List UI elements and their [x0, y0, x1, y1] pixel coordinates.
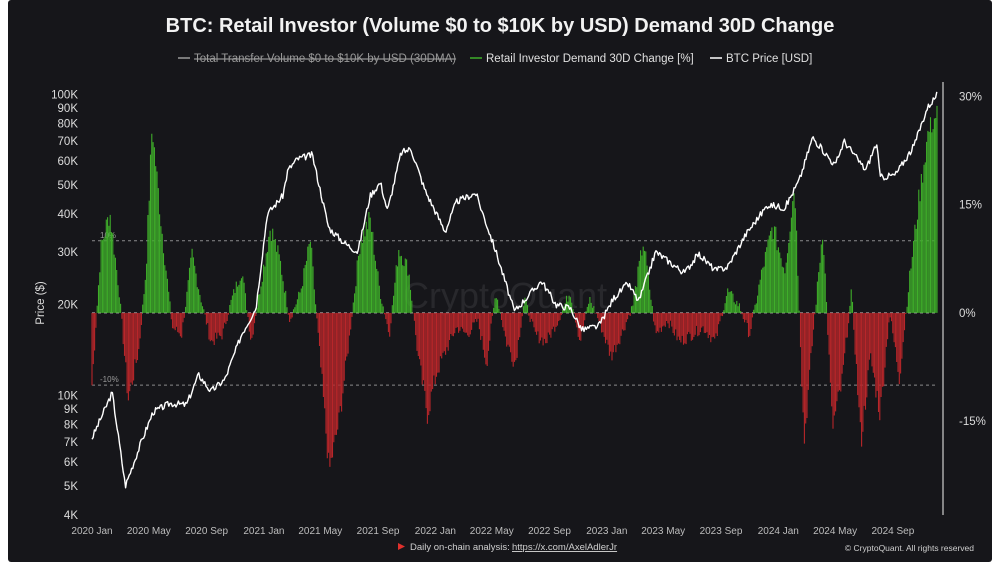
y-right-tick-label: 30% [959, 91, 982, 103]
x-tick-label: 2020 Jan [71, 526, 112, 537]
x-tick-label: 2024 May [813, 526, 857, 537]
x-tick-label: 2020 May [127, 526, 171, 537]
footer: Daily on-chain analysis: https://x.com/A… [398, 542, 974, 553]
y-right-tick-label: -15% [959, 416, 986, 428]
x-tick-label: 2022 Jan [415, 526, 456, 537]
y-left-tick-label: 40K [58, 209, 79, 221]
y-left-tick-label: 70K [58, 136, 79, 148]
y-left-tick-label: 90K [58, 103, 79, 115]
y-axis-left: 100K 90K 80K 70K 60K 50K 40K 30K 20K 10K 9K 8K 7K 6K 5… [51, 89, 78, 522]
chart-panel: CryptoQuant BTC: Retail Investor (Volume… [8, 0, 992, 562]
footer-note: Daily on-chain analysis: [410, 542, 510, 553]
footer-link[interactable]: https://x.com/AxelAdlerJr [512, 542, 617, 553]
x-tick-label: 2021 Jan [243, 526, 284, 537]
y-left-tick-label: 80K [58, 119, 79, 131]
legend-label: BTC Price [USD] [726, 53, 812, 65]
y-left-tick-label: 8K [64, 419, 78, 431]
y-left-tick-label: 5K [64, 481, 78, 493]
reference-label: -10% [100, 375, 119, 384]
x-tick-label: 2022 May [470, 526, 514, 537]
y-left-tick-label: 6K [64, 457, 78, 469]
y-left-tick-label: 30K [58, 247, 79, 259]
x-tick-label: 2021 Sep [357, 526, 400, 537]
red-flag-icon [398, 543, 405, 550]
chart: CryptoQuant BTC: Retail Investor (Volume… [35, 15, 986, 553]
y-axis-right: 30% 15% 0% -15% [959, 91, 986, 428]
legend-item[interactable]: Total Transfer Volume $0 to $10K by USD … [178, 53, 456, 65]
x-tick-label: 2022 Sep [528, 526, 571, 537]
btc-price-line [91, 91, 938, 489]
y-left-tick-label: 9K [64, 404, 78, 416]
y-left-tick-label: 50K [58, 180, 79, 192]
y-left-tick-label: 4K [64, 510, 78, 522]
legend-label: Total Transfer Volume $0 to $10K by USD … [194, 53, 456, 65]
x-tick-label: 2023 May [641, 526, 685, 537]
x-tick-label: 2020 Sep [185, 526, 228, 537]
y-axis-label: Price ($) [35, 281, 47, 325]
y-left-tick-label: 20K [58, 300, 79, 312]
x-tick-label: 2024 Jan [758, 526, 799, 537]
legend-item[interactable]: Retail Investor Demand 30D Change [%] [470, 53, 694, 65]
x-axis: 2020 Jan 2020 May 2020 Sep 2021 Jan 2021 May… [71, 526, 914, 537]
legend-label: Retail Investor Demand 30D Change [%] [486, 53, 694, 65]
x-tick-label: 2023 Sep [700, 526, 743, 537]
x-tick-label: 2023 Jan [586, 526, 627, 537]
y-left-tick-label: 60K [58, 156, 79, 168]
y-right-tick-label: 15% [959, 200, 982, 212]
x-tick-label: 2021 May [298, 526, 342, 537]
y-right-tick-label: 0% [959, 308, 976, 320]
btc-price-series [91, 91, 938, 489]
copyright: © CryptoQuant. All rights reserved [845, 543, 974, 553]
retail-demand-series [91, 105, 938, 467]
legend-item[interactable]: BTC Price [USD] [710, 53, 812, 65]
legend[interactable]: Total Transfer Volume $0 to $10K by USD … [178, 53, 812, 65]
x-tick-label: 2024 Sep [871, 526, 914, 537]
y-left-tick-label: 10K [58, 390, 79, 402]
chart-title: BTC: Retail Investor (Volume $0 to $10K … [166, 15, 835, 37]
y-left-tick-label: 7K [64, 437, 78, 449]
y-left-tick-label: 100K [51, 89, 78, 101]
